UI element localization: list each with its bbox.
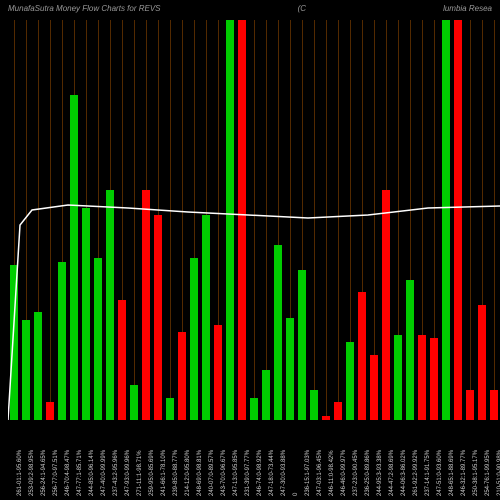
bar <box>274 245 282 420</box>
bar <box>202 215 210 420</box>
x-label: 244-95:3-93.38% <box>377 450 383 496</box>
bar <box>118 300 126 420</box>
x-label: 237-14:1-91.75% <box>425 450 431 496</box>
x-label: 254-76:1-99.95% <box>485 450 491 496</box>
x-label: 247-03:1-96.45% <box>317 450 323 496</box>
x-label: 256-24:1-94.65% <box>41 450 47 496</box>
bar <box>454 20 462 420</box>
bar <box>370 355 378 420</box>
bar <box>94 258 102 420</box>
bar <box>406 280 414 420</box>
x-label: 244-85:0-96.14% <box>89 450 95 496</box>
x-label: 247-77:1-85.71% <box>77 450 83 496</box>
x-label: 256-77:0-97.51% <box>53 450 59 496</box>
x-label: 246-32:1-89.77% <box>461 450 467 496</box>
x-label: 246-46:0-99.97% <box>341 450 347 496</box>
bar <box>166 398 174 420</box>
bar <box>478 305 486 420</box>
header-left: MunafaSutra Money Flow Charts for REVS <box>8 4 161 20</box>
bar <box>442 20 450 420</box>
x-label: 236-15:1-97.03% <box>305 450 311 496</box>
bar <box>382 190 390 420</box>
bars <box>8 20 500 420</box>
bar <box>430 338 438 420</box>
bar <box>490 390 498 420</box>
x-label: 231-39:0-97.77% <box>245 450 251 496</box>
header-right: lumbia Resea <box>443 4 492 20</box>
bar <box>286 318 294 420</box>
bar <box>226 20 234 420</box>
x-label: 237-43:2-95.96% <box>113 450 119 496</box>
x-label: 247-30:0-93.88% <box>281 450 287 496</box>
x-label: 247-13:0-95.85% <box>233 450 239 496</box>
x-label: 261-92:2-99.92% <box>413 450 419 496</box>
x-label: 271-11:1-98.71% <box>137 450 143 496</box>
x-label: 246-11:0-98.42% <box>329 450 335 496</box>
bar <box>310 390 318 420</box>
x-label: 253-09:2-98.95% <box>29 450 35 496</box>
x-label: 247-18:0-73.44% <box>269 450 275 496</box>
bar <box>298 270 306 420</box>
x-label: 247-93:0-99.96% <box>125 450 131 496</box>
bar <box>238 20 246 420</box>
x-label: 250-38:1-95.17% <box>473 450 479 496</box>
bar <box>190 258 198 420</box>
x-label: 248-65:1-88.69% <box>449 450 455 496</box>
bar <box>130 385 138 420</box>
bar <box>34 312 42 420</box>
bar <box>358 292 366 420</box>
x-label: 0 <box>293 493 299 496</box>
x-label: 259-95:0-85.69% <box>149 450 155 496</box>
x-label: 214-12:0-95.80% <box>185 450 191 496</box>
x-label: 261-01:1-95.60% <box>17 450 23 496</box>
bar <box>334 402 342 420</box>
x-label: 241-66:1-78.10% <box>161 450 167 496</box>
bar <box>58 262 66 420</box>
x-label: 247-40:0-99.99% <box>101 450 107 496</box>
x-label: 236-25:0-89.86% <box>365 450 371 496</box>
x-label: 244-06:3-86.02% <box>401 450 407 496</box>
chart-area <box>8 20 500 420</box>
x-label: 244-47:2-98.69% <box>389 450 395 496</box>
x-label: 246-70:4-98.47% <box>65 450 71 496</box>
bar <box>394 335 402 420</box>
bar <box>250 398 258 420</box>
x-label: 246-74:0-98.92% <box>257 450 263 496</box>
bar <box>70 95 78 420</box>
bar <box>466 390 474 420</box>
bar <box>46 402 54 420</box>
bar <box>346 342 354 420</box>
x-label: 239-85:0-88.77% <box>173 450 179 496</box>
header-mid: (C <box>298 4 306 20</box>
bar <box>178 332 186 420</box>
x-label: 247-51:0-93.60% <box>437 450 443 496</box>
bar <box>418 335 426 420</box>
x-axis-labels: 261-01:1-95.60% 253-09:2-98.95% 256-24:1-9… <box>8 420 500 500</box>
bar <box>106 190 114 420</box>
x-label: 248-69:0-98.81% <box>197 450 203 496</box>
header: MunafaSutra Money Flow Charts for REVS (… <box>0 4 500 20</box>
bar <box>262 370 270 420</box>
bar <box>82 208 90 420</box>
x-label: 243-70:0-96.67% <box>221 450 227 496</box>
bar <box>154 215 162 420</box>
x-label: 237-23:0-90.45% <box>353 450 359 496</box>
bar <box>10 265 18 420</box>
bar <box>142 190 150 420</box>
bar <box>214 325 222 420</box>
bar <box>22 320 30 420</box>
x-label: 240-07:0-89.57% <box>209 450 215 496</box>
